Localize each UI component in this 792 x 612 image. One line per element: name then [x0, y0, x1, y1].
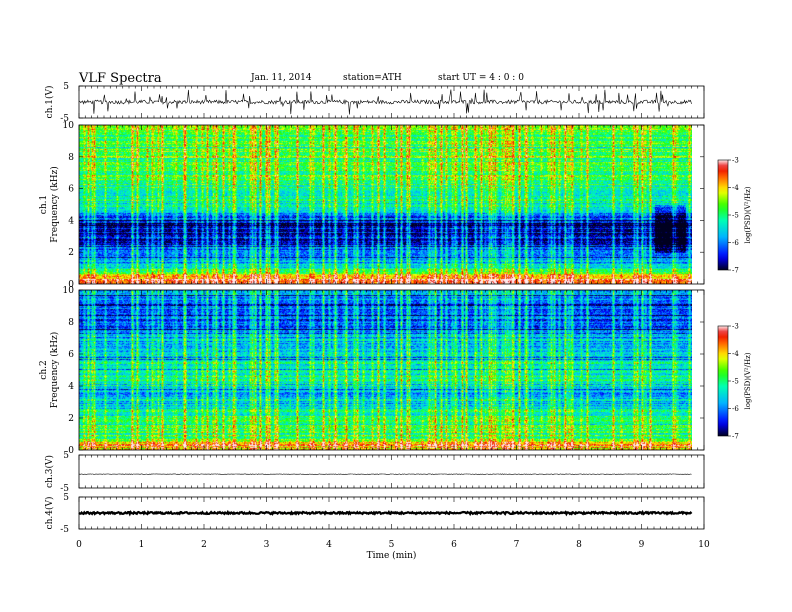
x-tick-label: 10	[698, 540, 710, 550]
ch4-waveform-ylabel: ch.4(V)	[44, 497, 55, 530]
x-tick-label: 5	[389, 540, 395, 550]
ch1-spectrogram-colorbar-tick-label: -5	[732, 212, 739, 220]
ch1-spectrogram-ytick-label: 8	[68, 153, 74, 163]
ch2-spectrogram-colorbar-tick-label: -4	[732, 350, 739, 358]
ch2-spectrogram-ytick-label: 6	[68, 350, 74, 360]
ch1-spectrogram-colorbar-label: log(PSD)(V²/Hz)	[744, 186, 752, 243]
ch1-spectrogram-colorbar-tick-label: -7	[732, 267, 739, 275]
ch2-spectrogram-channel-label: ch.2	[39, 360, 49, 379]
x-tick-label: 8	[576, 540, 582, 550]
ch2-spectrogram-colorbar	[717, 325, 729, 437]
x-tick-label: 4	[326, 540, 332, 550]
ch1-spectrogram-ytick-label: 4	[68, 216, 74, 226]
ch1-spectrogram-ytick-label: 6	[68, 185, 74, 195]
x-tick-label: 0	[76, 540, 82, 550]
x-tick-label: 3	[264, 540, 270, 550]
ch4-waveform-ytick-label: 5	[63, 493, 69, 503]
ch1-spectrogram-colorbar-tick-label: -6	[732, 239, 739, 247]
ch2-spectrogram-ytick-label: 0	[68, 446, 74, 456]
ch3-waveform-ylabel: ch.3(V)	[44, 455, 55, 488]
ch4-waveform-ytick-label: -5	[60, 525, 69, 535]
ch1-waveform-ylabel: ch.1(V)	[44, 86, 55, 119]
ch2-spectrogram-colorbar-tick-label: -3	[732, 323, 739, 331]
ch1-spectrogram-ytick-label: 10	[63, 121, 75, 131]
ch3-waveform-ytick-label: -5	[60, 484, 69, 494]
ch1-spectrogram-image	[79, 125, 692, 284]
x-axis-label: Time (min)	[367, 550, 417, 561]
ch1-spectrogram-colorbar-tick-label: -4	[732, 184, 739, 192]
ch2-spectrogram-ylabel: Frequency (kHz)	[49, 332, 60, 409]
station-label: station=ATH	[343, 73, 402, 83]
x-tick-label: 7	[514, 540, 520, 550]
ch1-waveform-ytick-label: -5	[60, 114, 69, 124]
ch1-waveform-trace	[78, 89, 692, 115]
ch1-spectrogram-colorbar-tick-label: -3	[732, 157, 739, 165]
ch3-waveform-trace	[78, 473, 692, 475]
ch1-spectrogram-channel-label: ch.1	[39, 195, 49, 214]
x-tick-label: 6	[451, 540, 457, 550]
ch2-spectrogram-image	[79, 290, 692, 450]
ch1-spectrogram-colorbar	[717, 159, 729, 271]
date-label: Jan. 11, 2014	[251, 73, 312, 83]
ch2-spectrogram-colorbar-tick-label: -7	[732, 433, 739, 441]
ch4-waveform-trace	[78, 509, 693, 517]
ch2-spectrogram-colorbar-label: log(PSD)(V²/Hz)	[744, 352, 752, 409]
ch2-spectrogram-colorbar-tick-label: -6	[732, 405, 739, 413]
figure-title: VLF Spectra	[79, 71, 162, 86]
ch2-spectrogram-colorbar-tick-label: -5	[732, 378, 739, 386]
ch2-spectrogram-ytick-label: 8	[68, 318, 74, 328]
x-tick-label: 9	[639, 540, 645, 550]
ch2-spectrogram-ytick-label: 4	[68, 382, 74, 392]
x-tick-label: 2	[201, 540, 207, 550]
ch3-waveform-ytick-label: 5	[63, 451, 69, 461]
ch1-spectrogram-ytick-label: 0	[68, 280, 74, 290]
ch2-spectrogram-ytick-label: 2	[68, 414, 74, 424]
ch1-spectrogram-ytick-label: 2	[68, 248, 74, 258]
start-ut-label: start UT = 4 : 0 : 0	[438, 73, 524, 83]
x-tick-label: 1	[139, 540, 145, 550]
ch1-waveform-ytick-label: 5	[63, 82, 69, 92]
ch2-spectrogram-ytick-label: 10	[63, 286, 75, 296]
ch1-spectrogram-ylabel: Frequency (kHz)	[49, 166, 60, 243]
